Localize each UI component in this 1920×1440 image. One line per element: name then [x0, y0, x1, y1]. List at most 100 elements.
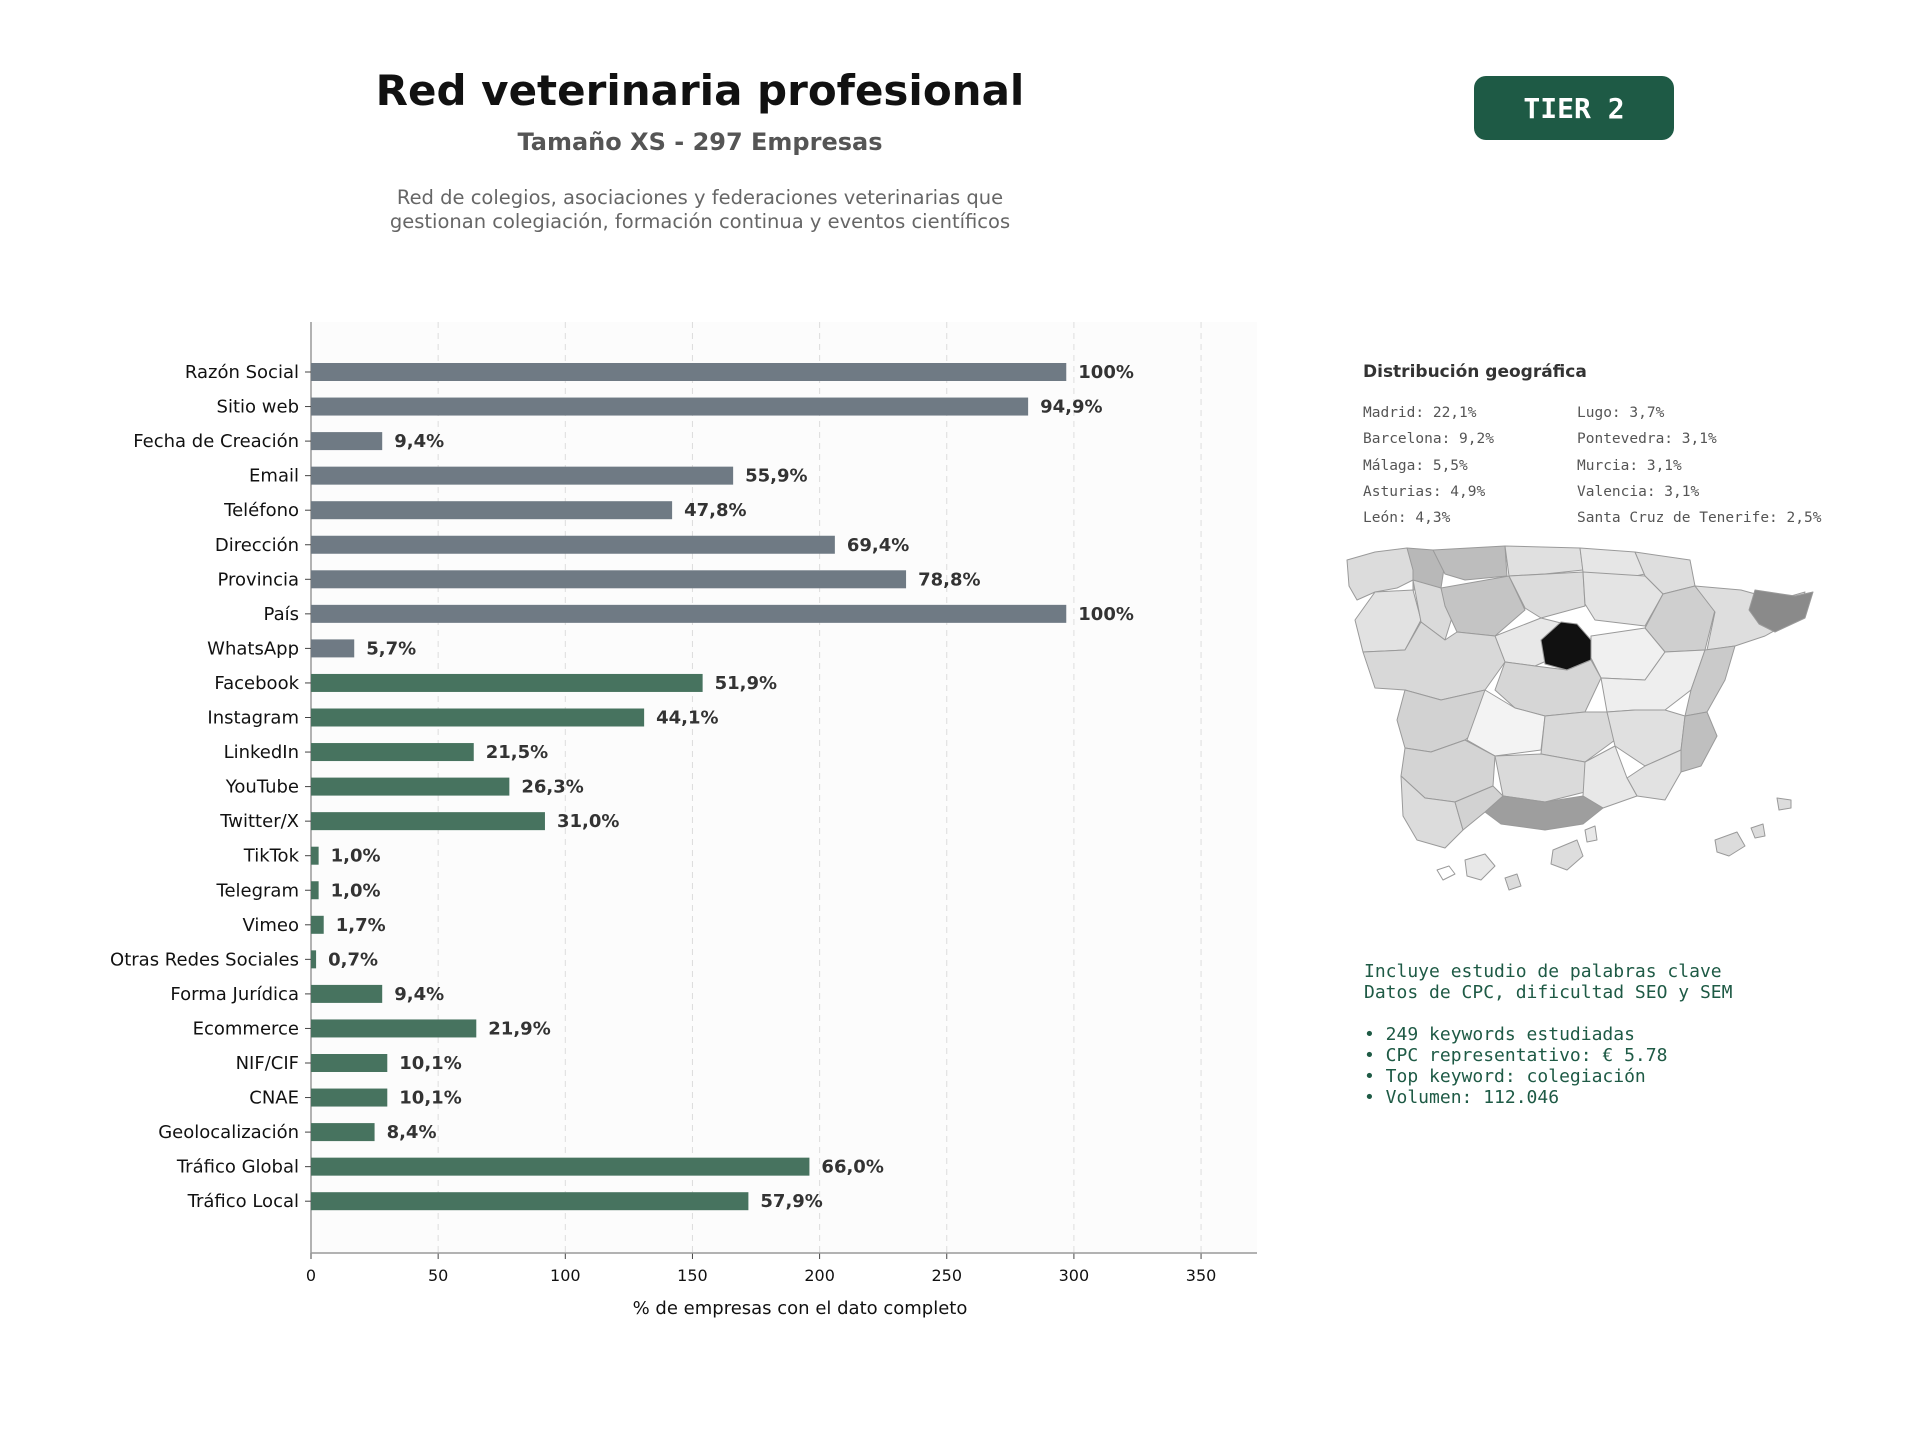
- page-subtitle: Tamaño XS - 297 Empresas: [517, 128, 883, 156]
- category-label: Geolocalización: [158, 1122, 299, 1143]
- data-label: 51,9%: [715, 673, 777, 694]
- bar: [311, 950, 317, 969]
- geo-list-left: Madrid: 22,1% Barcelona: 9,2% Málaga: 5,…: [1363, 400, 1494, 531]
- map-region: [1680, 711, 1718, 773]
- map-region: [1362, 621, 1506, 701]
- map-region: [1484, 795, 1604, 831]
- bar: [311, 1123, 375, 1142]
- bar: [311, 535, 835, 554]
- category-label: Vimeo: [242, 915, 299, 936]
- data-label: 47,8%: [684, 500, 746, 521]
- x-tick-label: 200: [804, 1266, 835, 1285]
- category-label: Facebook: [214, 673, 299, 694]
- bar: [311, 708, 645, 727]
- map-region: [1436, 865, 1456, 881]
- keywords-bullet: • Top keyword: colegiación: [1364, 1066, 1646, 1087]
- category-label: Dirección: [215, 535, 299, 556]
- bar: [311, 1157, 810, 1176]
- bar: [311, 363, 1067, 381]
- data-label: 55,9%: [745, 466, 807, 487]
- bar: [311, 1192, 749, 1211]
- keywords-bullet: • 249 keywords estudiadas: [1364, 1024, 1635, 1045]
- bar: [311, 846, 319, 865]
- x-tick-label: 150: [677, 1266, 708, 1285]
- data-label: 10,1%: [399, 1053, 461, 1074]
- map-region: [1346, 547, 1416, 601]
- bar: [311, 604, 1067, 623]
- geo-entry: León: 4,3%: [1363, 510, 1451, 527]
- data-label: 31,0%: [557, 811, 619, 832]
- bar: [311, 1019, 477, 1038]
- category-label: Ecommerce: [193, 1018, 299, 1039]
- category-label: WhatsApp: [207, 638, 299, 659]
- bar: [311, 432, 383, 451]
- bar-chart: 0 50 100 150 200 250 300 350 Razón Social 100% Sit…: [110, 322, 1257, 1319]
- category-label: Otras Redes Sociales: [110, 949, 299, 970]
- bar: [311, 1088, 388, 1107]
- keywords-line: Datos de CPC, dificultad SEO y SEM: [1364, 982, 1733, 1003]
- bar: [311, 466, 734, 485]
- category-label: LinkedIn: [224, 742, 299, 763]
- page-description: Red de colegios, asociaciones y federaci…: [0, 186, 1400, 234]
- data-label: 9,4%: [394, 984, 444, 1005]
- category-label: Tráfico Local: [187, 1191, 299, 1212]
- map-region: [1464, 853, 1496, 881]
- tier-badge: TIER 2: [1474, 76, 1674, 140]
- geo-entry: Madrid: 22,1%: [1363, 405, 1477, 421]
- bar: [311, 777, 510, 796]
- x-tick-label: 0: [306, 1266, 316, 1285]
- x-tick-label: 50: [428, 1266, 448, 1285]
- data-label: 100%: [1078, 362, 1134, 383]
- map-region: [1400, 775, 1464, 849]
- map-region: [1454, 785, 1504, 831]
- map-region: [1508, 571, 1586, 619]
- map-region: [1750, 823, 1766, 839]
- data-label: 1,7%: [336, 915, 386, 936]
- map-region: [1494, 659, 1602, 717]
- bar: [311, 570, 907, 589]
- data-label: 10,1%: [399, 1088, 461, 1109]
- data-label: 78,8%: [918, 569, 980, 590]
- map-region: [1550, 839, 1584, 871]
- category-label: Teléfono: [223, 500, 299, 521]
- page-title: Red veterinaria profesional: [375, 66, 1025, 115]
- geo-entry: Málaga: 5,5%: [1363, 457, 1468, 474]
- category-label: País: [264, 604, 299, 625]
- geo-entry: Lugo: 3,7%: [1577, 405, 1665, 421]
- map-region: [1584, 825, 1598, 843]
- data-label: 69,4%: [847, 535, 909, 556]
- data-label: 26,3%: [521, 777, 583, 798]
- geo-entry: Pontevedra: 3,1%: [1577, 431, 1717, 448]
- description-line: gestionan colegiación, formación continu…: [389, 210, 1011, 233]
- keywords-bullet: • Volumen: 112.046: [1364, 1087, 1560, 1108]
- geo-entry: Barcelona: 9,2%: [1363, 431, 1494, 448]
- bar: [311, 881, 319, 900]
- x-tick-label: 100: [550, 1266, 581, 1285]
- data-label: 21,9%: [488, 1018, 550, 1039]
- category-label: Fecha de Creación: [133, 431, 299, 452]
- category-label: Razón Social: [185, 362, 299, 383]
- x-tick-label: 250: [931, 1266, 962, 1285]
- x-tick-label: 300: [1059, 1266, 1090, 1285]
- category-label: YouTube: [225, 777, 299, 798]
- x-tick-label: 350: [1186, 1266, 1217, 1285]
- map-region: [1748, 589, 1814, 633]
- geo-list-right: Lugo: 3,7% Pontevedra: 3,1% Murcia: 3,1%…: [1577, 400, 1821, 531]
- spain-map: [1346, 545, 1814, 891]
- map-region: [1776, 797, 1792, 811]
- bar: [311, 397, 1029, 416]
- bar: [311, 673, 703, 692]
- category-label: Provincia: [217, 569, 299, 590]
- data-label: 9,4%: [394, 431, 444, 452]
- map-region: [1582, 571, 1664, 627]
- category-label: TikTok: [243, 846, 300, 867]
- data-label: 8,4%: [387, 1122, 437, 1143]
- geo-entry: Valencia: 3,1%: [1577, 483, 1700, 500]
- category-label: Sitio web: [217, 397, 299, 418]
- bar: [311, 639, 355, 658]
- category-label: Forma Jurídica: [170, 984, 299, 1005]
- geo-entry: Murcia: 3,1%: [1577, 457, 1682, 474]
- keywords-bullet: • CPC representativo: € 5.78: [1364, 1045, 1668, 1066]
- map-region: [1714, 831, 1746, 857]
- data-label: 66,0%: [821, 1157, 883, 1178]
